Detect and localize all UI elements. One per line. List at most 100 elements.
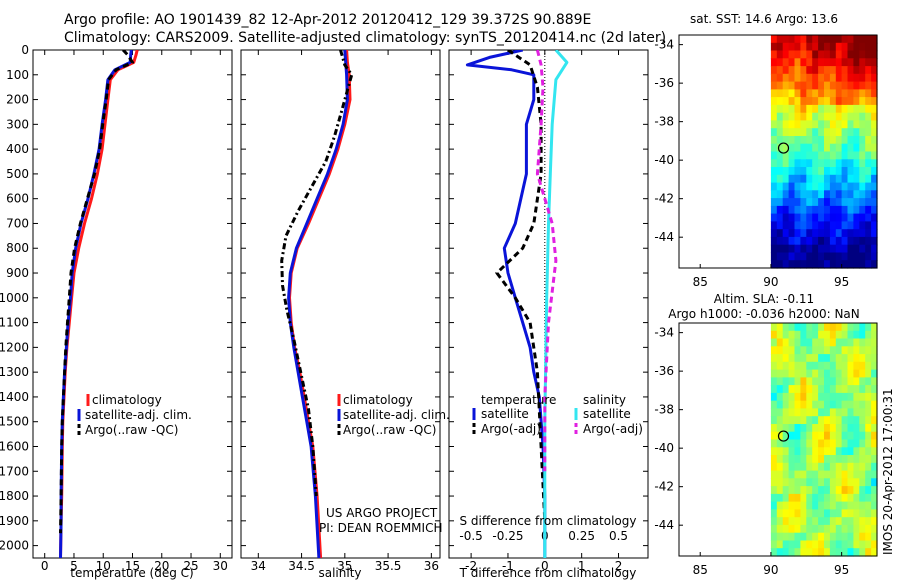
heatmap-cell <box>841 221 849 230</box>
heatmap-cell <box>776 385 784 394</box>
heatmap-cell <box>788 89 796 98</box>
heatmap-cell <box>812 120 819 129</box>
heatmap-cell <box>776 97 784 106</box>
heatmap-cell <box>871 424 878 433</box>
heatmap-cell <box>865 548 872 557</box>
heatmap-cell <box>824 431 831 441</box>
heatmap-cell <box>788 509 796 518</box>
heatmap-cell <box>847 174 854 184</box>
heatmap-cell <box>782 213 790 222</box>
heatmap-cell <box>788 229 796 238</box>
heatmap-cell <box>812 478 819 487</box>
heatmap-cell <box>829 198 837 207</box>
heatmap-cell <box>776 182 784 191</box>
heatmap-cell <box>853 338 860 347</box>
heatmap-cell <box>800 112 807 122</box>
heatmap-cell <box>794 198 801 207</box>
x-tick-label: 2 <box>615 559 623 573</box>
heatmap-cell <box>853 408 860 417</box>
heatmap-cell <box>788 174 796 184</box>
heatmap-cell <box>853 548 860 557</box>
heatmap-cell <box>818 392 825 402</box>
heatmap-cell <box>853 205 860 215</box>
heatmap-cell <box>800 346 807 355</box>
heatmap-cell <box>859 159 866 168</box>
heatmap-cell <box>847 524 854 534</box>
heatmap-cell <box>800 400 807 410</box>
heatmap-cell <box>865 517 872 526</box>
sst-heatmap <box>770 35 878 269</box>
heatmap-cell <box>871 338 878 347</box>
heatmap-cell <box>776 229 784 238</box>
heatmap-cell <box>770 35 778 44</box>
series-line-argo-raw-qc <box>59 50 134 534</box>
heatmap-cell <box>782 97 790 106</box>
heatmap-cell <box>865 236 872 246</box>
heatmap-cell <box>818 151 825 160</box>
heatmap-cell <box>865 66 872 75</box>
heatmap-cell <box>824 377 831 386</box>
heatmap-cell <box>835 462 843 472</box>
heatmap-cell <box>806 120 813 129</box>
heatmap-cell <box>770 151 778 160</box>
heatmap-cell <box>818 143 825 153</box>
heatmap-cell <box>871 151 878 160</box>
heatmap-cell <box>806 478 813 487</box>
heatmap-cell <box>871 486 878 495</box>
heatmap-cell <box>824 252 831 261</box>
x-tick-label: 15 <box>125 559 140 573</box>
heatmap-cell <box>865 50 872 59</box>
heatmap-cell <box>871 361 878 371</box>
legend-label-s-argo: Argo(-adj) <box>583 422 643 436</box>
heatmap-cell <box>782 151 790 160</box>
heatmap-cell <box>788 260 796 269</box>
heatmap-cell <box>835 532 843 542</box>
heatmap-cell <box>853 104 860 114</box>
heatmap-cell <box>853 66 860 75</box>
heatmap-cell <box>818 260 825 269</box>
heatmap-cell <box>853 447 860 456</box>
heatmap-cell <box>806 486 813 495</box>
heatmap-cell <box>853 112 860 122</box>
x-tick-label: 10 <box>96 559 111 573</box>
heatmap-cell <box>859 540 866 549</box>
heatmap-cell <box>812 392 819 402</box>
heatmap-cell <box>800 174 807 184</box>
heatmap-cell <box>788 377 796 386</box>
heatmap-cell <box>788 221 796 230</box>
heatmap-cell <box>812 501 819 510</box>
heatmap-cell <box>818 120 825 129</box>
heatmap-cell <box>847 42 854 52</box>
heatmap-cell <box>847 532 854 542</box>
heatmap-cell <box>782 532 790 542</box>
heatmap-cell <box>859 369 866 378</box>
heatmap-cell <box>770 58 778 67</box>
heatmap-cell <box>829 408 837 417</box>
legend-label-satellite: satellite-adj. clim. <box>343 408 450 422</box>
x-tick-label: 35 <box>337 559 352 573</box>
heatmap-cell <box>818 493 825 503</box>
heatmap-cell <box>782 182 790 191</box>
heatmap-cell <box>829 548 837 557</box>
heatmap-cell <box>841 431 849 441</box>
heatmap-cell <box>847 190 854 199</box>
map-y-tick-label: -34 <box>654 326 674 340</box>
heatmap-cell <box>806 501 813 510</box>
heatmap-cell <box>835 501 843 510</box>
heatmap-cell <box>800 221 807 230</box>
heatmap-cell <box>818 540 825 549</box>
heatmap-cell <box>794 369 801 378</box>
heatmap-cell <box>818 190 825 199</box>
heatmap-cell <box>794 151 801 160</box>
heatmap-cell <box>776 50 784 59</box>
heatmap-cell <box>835 120 843 129</box>
heatmap-cell <box>859 97 866 106</box>
legend-label-climatology: climatology <box>343 393 413 407</box>
heatmap-cell <box>871 385 878 394</box>
heatmap-cell <box>835 540 843 549</box>
heatmap-cell <box>859 112 866 122</box>
heatmap-cell <box>859 35 866 44</box>
heatmap-cell <box>806 462 813 472</box>
heatmap-cell <box>824 244 831 254</box>
heatmap-cell <box>835 66 843 75</box>
